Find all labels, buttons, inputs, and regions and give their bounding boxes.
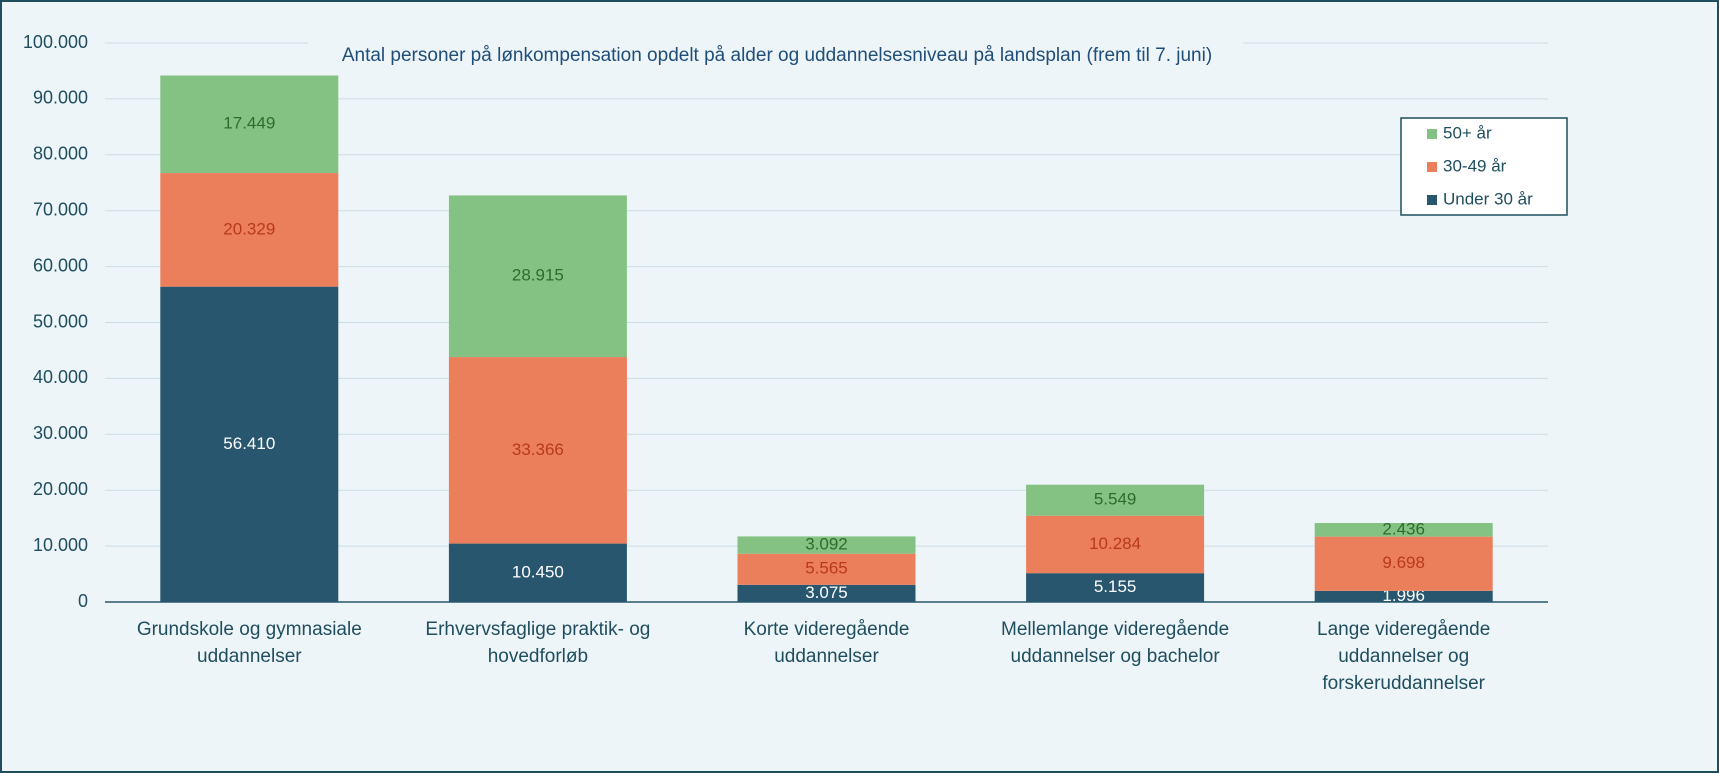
legend-label: Under 30 år [1443,189,1533,208]
data-label: 33.366 [512,440,564,459]
y-tick-label: 20.000 [33,479,88,499]
x-tick-label: Korte videregående uddannelser [743,619,910,667]
y-tick-label: 40.000 [33,367,88,387]
bar-segment [160,286,339,602]
legend-swatch [1427,162,1437,172]
data-label: 2.436 [1382,519,1425,538]
data-label: 5.155 [1094,577,1137,596]
data-label: 3.075 [805,583,848,602]
y-tick-label: 80.000 [33,144,88,164]
data-label: 20.329 [223,219,275,238]
y-tick-label: 50.000 [33,311,88,331]
x-tick-label: Lange videregående uddannelser og forske… [1317,619,1491,694]
y-tick-label: 90.000 [33,88,88,108]
data-label: 28.915 [512,266,564,285]
bar-segment [1314,523,1493,537]
title-bg [308,40,1243,70]
y-tick-label: 70.000 [33,199,88,219]
y-tick-label: 30.000 [33,423,88,443]
data-label: 17.449 [223,114,275,133]
legend-label: 30-49 år [1443,156,1507,175]
data-label: 10.450 [512,562,564,581]
y-tick-label: 100.000 [23,32,88,52]
bar-segment [1314,590,1493,602]
data-label: 9.698 [1382,553,1425,572]
data-label: 5.549 [1094,490,1137,509]
y-tick-label: 0 [78,591,88,611]
bar-segment [1314,536,1493,591]
bar-segment [1026,573,1205,602]
x-tick-label: Erhvervsfaglige praktik- og hovedforløb [425,619,651,667]
y-tick-label: 60.000 [33,255,88,275]
bar-segment [160,75,339,174]
legend-swatch [1427,195,1437,205]
legend-swatch [1427,129,1437,139]
bar-segment [737,553,916,585]
bar-segment [1026,515,1205,574]
bar-segment [448,195,627,358]
bar-segment [737,536,916,554]
data-label: 10.284 [1089,534,1141,553]
bar-segment [448,543,627,602]
y-tick-label: 10.000 [33,535,88,555]
data-label: 56.410 [223,434,275,453]
chart-title: Antal personer på lønkompensation opdelt… [342,45,1212,66]
legend-label: 50+ år [1443,123,1492,142]
x-tick-label: Mellemlange videregående uddannelser og … [1001,619,1230,667]
data-label: 5.565 [805,559,848,578]
x-tick-label: Grundskole og gymnasiale uddannelser [136,619,362,667]
bar-segment [160,173,339,287]
bar-segment [448,357,627,544]
bar-segment [1026,484,1205,516]
bar-segment [737,584,916,602]
data-label: 3.092 [805,535,848,554]
